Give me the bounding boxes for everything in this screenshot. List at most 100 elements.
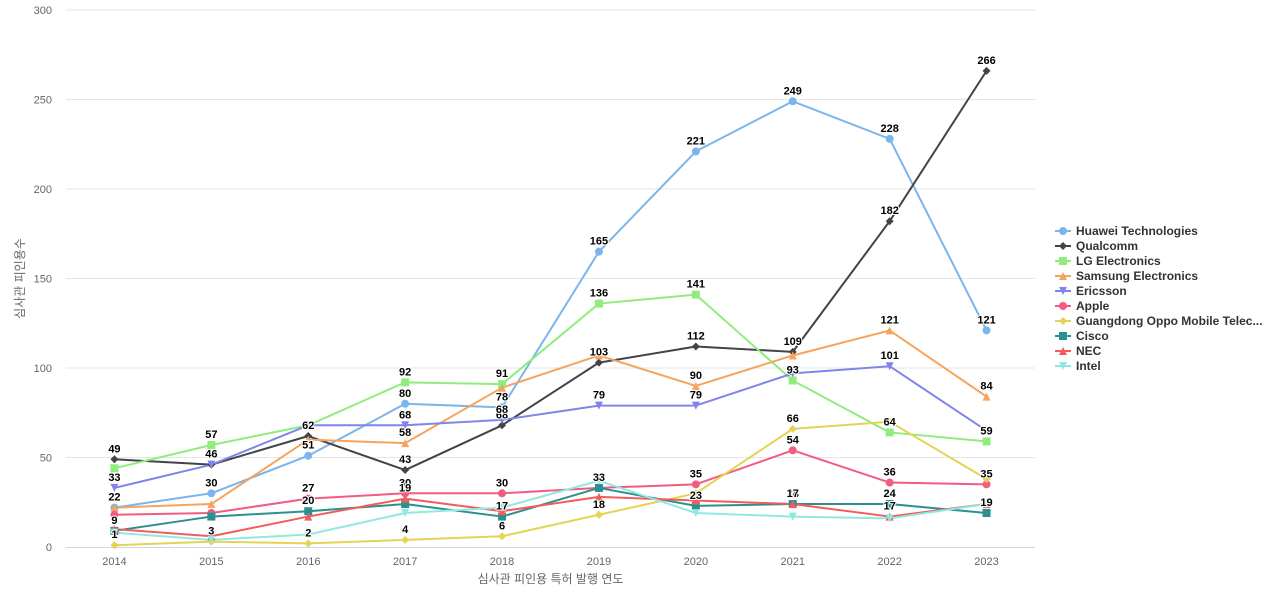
legend-item-nec[interactable]: NEC bbox=[1055, 344, 1102, 358]
data-point-guangdong-oppo-mobile-telec[interactable] bbox=[885, 417, 894, 426]
data-point-guangdong-oppo-mobile-telec[interactable] bbox=[982, 474, 991, 483]
data-point-intel[interactable] bbox=[885, 514, 894, 523]
data-point-qualcomm[interactable] bbox=[498, 421, 507, 430]
data-point-guangdong-oppo-mobile-telec[interactable] bbox=[594, 510, 603, 519]
data-label: 2 bbox=[305, 527, 311, 539]
data-point-ericsson[interactable] bbox=[110, 483, 119, 492]
data-point-ericsson[interactable] bbox=[691, 401, 700, 410]
data-point-ericsson[interactable] bbox=[498, 415, 507, 424]
data-point-nec[interactable] bbox=[691, 496, 700, 505]
series-markers[interactable] bbox=[110, 66, 991, 550]
y-tick-label: 250 bbox=[34, 95, 52, 107]
data-point-cisco[interactable] bbox=[304, 507, 313, 516]
data-point-ericsson[interactable] bbox=[594, 401, 603, 410]
data-point-ericsson[interactable] bbox=[788, 369, 797, 378]
data-point-lg-electronics[interactable] bbox=[982, 437, 991, 446]
data-point-intel[interactable] bbox=[498, 503, 507, 512]
data-point-guangdong-oppo-mobile-telec[interactable] bbox=[691, 489, 700, 498]
data-point-cisco[interactable] bbox=[401, 500, 410, 509]
data-point-cisco[interactable] bbox=[885, 500, 894, 509]
data-point-apple[interactable] bbox=[982, 480, 991, 489]
data-point-qualcomm[interactable] bbox=[885, 217, 894, 226]
data-point-guangdong-oppo-mobile-telec[interactable] bbox=[498, 532, 507, 541]
data-point-ericsson[interactable] bbox=[982, 426, 991, 435]
data-point-huawei-technologies[interactable] bbox=[885, 134, 894, 143]
data-point-samsung-electronics[interactable] bbox=[885, 326, 894, 335]
data-point-qualcomm[interactable] bbox=[594, 358, 603, 367]
data-point-apple[interactable] bbox=[110, 510, 119, 519]
data-point-nec[interactable] bbox=[594, 492, 603, 501]
data-point-samsung-electronics[interactable] bbox=[304, 435, 313, 444]
data-point-ericsson[interactable] bbox=[885, 362, 894, 371]
data-point-nec[interactable] bbox=[401, 494, 410, 503]
data-point-qualcomm[interactable] bbox=[691, 342, 700, 351]
data-point-lg-electronics[interactable] bbox=[788, 376, 797, 385]
data-label: 54 bbox=[787, 434, 800, 446]
data-point-samsung-electronics[interactable] bbox=[401, 439, 410, 448]
data-point-samsung-electronics[interactable] bbox=[207, 500, 216, 509]
data-point-lg-electronics[interactable] bbox=[207, 440, 216, 449]
data-point-cisco[interactable] bbox=[982, 508, 991, 517]
data-point-apple[interactable] bbox=[498, 489, 507, 498]
data-point-ericsson[interactable] bbox=[207, 460, 216, 469]
data-point-apple[interactable] bbox=[401, 489, 410, 498]
data-point-nec[interactable] bbox=[788, 500, 797, 509]
data-point-nec[interactable] bbox=[304, 512, 313, 521]
data-point-apple[interactable] bbox=[885, 478, 894, 487]
data-point-samsung-electronics[interactable] bbox=[110, 503, 119, 512]
data-point-cisco[interactable] bbox=[498, 512, 507, 521]
data-point-ericsson[interactable] bbox=[304, 421, 313, 430]
data-point-intel[interactable] bbox=[982, 500, 991, 509]
legend-item-qualcomm[interactable]: Qualcomm bbox=[1055, 239, 1138, 253]
data-point-qualcomm[interactable] bbox=[982, 66, 991, 75]
legend-item-intel[interactable]: Intel bbox=[1055, 359, 1101, 373]
data-point-intel[interactable] bbox=[594, 476, 603, 485]
data-point-samsung-electronics[interactable] bbox=[498, 383, 507, 392]
data-point-samsung-electronics[interactable] bbox=[691, 381, 700, 390]
data-point-lg-electronics[interactable] bbox=[401, 378, 410, 387]
data-point-qualcomm[interactable] bbox=[110, 455, 119, 464]
data-point-intel[interactable] bbox=[401, 508, 410, 517]
data-point-intel[interactable] bbox=[207, 535, 216, 544]
data-point-huawei-technologies[interactable] bbox=[691, 147, 700, 156]
legend-item-apple[interactable]: Apple bbox=[1055, 299, 1110, 313]
data-point-lg-electronics[interactable] bbox=[594, 299, 603, 308]
data-point-cisco[interactable] bbox=[691, 501, 700, 510]
data-point-samsung-electronics[interactable] bbox=[982, 392, 991, 401]
legend-item-samsung-electronics[interactable]: Samsung Electronics bbox=[1055, 269, 1198, 283]
data-point-huawei-technologies[interactable] bbox=[498, 403, 507, 412]
data-point-qualcomm[interactable] bbox=[401, 466, 410, 475]
data-point-intel[interactable] bbox=[788, 512, 797, 521]
data-point-intel[interactable] bbox=[304, 530, 313, 539]
data-point-intel[interactable] bbox=[110, 528, 119, 537]
data-point-apple[interactable] bbox=[691, 480, 700, 489]
data-point-apple[interactable] bbox=[788, 446, 797, 455]
data-point-samsung-electronics[interactable] bbox=[788, 351, 797, 360]
data-point-huawei-technologies[interactable] bbox=[788, 97, 797, 106]
data-point-lg-electronics[interactable] bbox=[110, 464, 119, 473]
data-point-guangdong-oppo-mobile-telec[interactable] bbox=[401, 535, 410, 544]
legend-item-huawei-technologies[interactable]: Huawei Technologies bbox=[1055, 224, 1198, 238]
data-point-huawei-technologies[interactable] bbox=[207, 489, 216, 498]
data-point-apple[interactable] bbox=[304, 494, 313, 503]
data-point-huawei-technologies[interactable] bbox=[304, 451, 313, 460]
legend-item-ericsson[interactable]: Ericsson bbox=[1055, 284, 1127, 298]
data-point-guangdong-oppo-mobile-telec[interactable] bbox=[788, 424, 797, 433]
data-point-huawei-technologies[interactable] bbox=[982, 326, 991, 335]
legend-item-guangdong-oppo-mobile-telec[interactable]: Guangdong Oppo Mobile Telec... bbox=[1055, 314, 1262, 328]
data-label: 23 bbox=[690, 490, 702, 502]
data-point-cisco[interactable] bbox=[207, 512, 216, 521]
data-point-guangdong-oppo-mobile-telec[interactable] bbox=[304, 539, 313, 548]
data-point-huawei-technologies[interactable] bbox=[594, 247, 603, 256]
legend-item-lg-electronics[interactable]: LG Electronics bbox=[1055, 254, 1161, 268]
data-point-samsung-electronics[interactable] bbox=[594, 351, 603, 360]
data-point-huawei-technologies[interactable] bbox=[401, 399, 410, 408]
data-point-ericsson[interactable] bbox=[401, 421, 410, 430]
data-point-lg-electronics[interactable] bbox=[885, 428, 894, 437]
data-point-cisco[interactable] bbox=[594, 483, 603, 492]
data-point-lg-electronics[interactable] bbox=[691, 290, 700, 299]
data-point-intel[interactable] bbox=[691, 508, 700, 517]
data-point-guangdong-oppo-mobile-telec[interactable] bbox=[110, 541, 119, 550]
legend-item-cisco[interactable]: Cisco bbox=[1055, 329, 1109, 343]
